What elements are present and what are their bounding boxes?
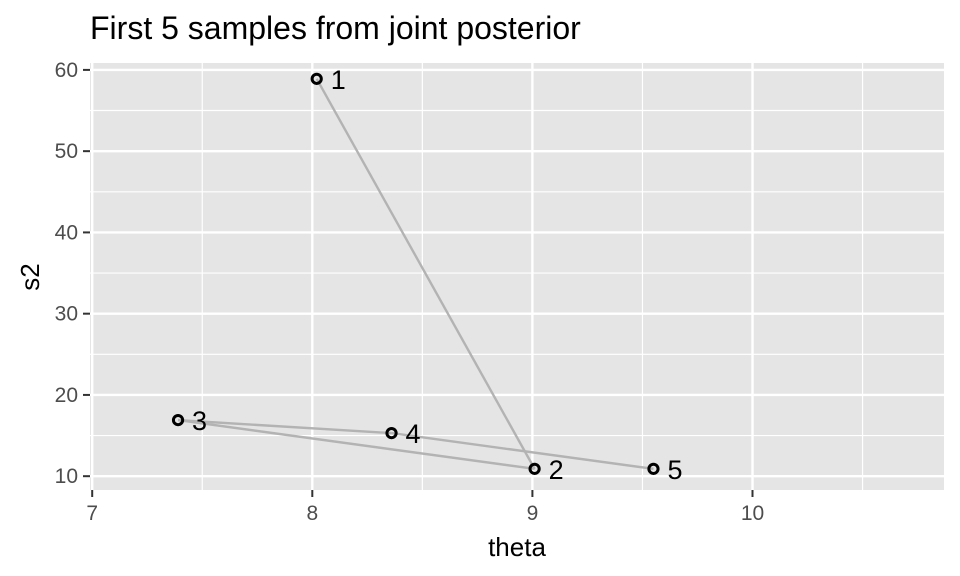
data-point-5	[647, 462, 660, 475]
x-tick-label: 9	[527, 502, 539, 525]
data-point-2	[528, 462, 541, 475]
x-tick-label: 8	[306, 502, 318, 525]
y-tick-label: 50	[55, 140, 78, 163]
path-segment	[315, 78, 536, 470]
grid-major	[90, 63, 944, 490]
chart-title: First 5 samples from joint posterior	[90, 10, 581, 46]
y-tick-label: 30	[55, 303, 78, 326]
y-axis: 10 20 30 40 50 60	[55, 59, 90, 488]
data-point-4	[385, 427, 398, 440]
data-point-1	[310, 72, 323, 85]
x-axis-title: theta	[488, 532, 546, 562]
y-axis-title: s2	[15, 263, 45, 290]
path-segment	[391, 431, 654, 471]
y-tick-label: 10	[55, 465, 78, 488]
point-label-2: 2	[549, 455, 564, 485]
sample-path	[177, 78, 654, 471]
x-tick-label: 7	[86, 502, 98, 525]
point-label-1: 1	[331, 65, 346, 95]
point-label-3: 3	[192, 406, 207, 436]
point-label-5: 5	[667, 455, 682, 485]
x-axis: 7 8 9 10	[86, 490, 764, 525]
x-tick-label: 10	[741, 502, 764, 525]
sample-points: 1 2 3 4 5	[171, 65, 682, 485]
y-tick-label: 20	[55, 384, 78, 407]
point-label-4: 4	[406, 419, 421, 449]
data-point-3	[171, 414, 185, 427]
plot-panel	[90, 63, 944, 490]
path-segment	[177, 418, 392, 435]
grid-minor	[90, 63, 944, 490]
y-tick-label: 40	[55, 221, 78, 244]
y-tick-label: 60	[55, 59, 78, 82]
path-segment	[177, 418, 535, 471]
